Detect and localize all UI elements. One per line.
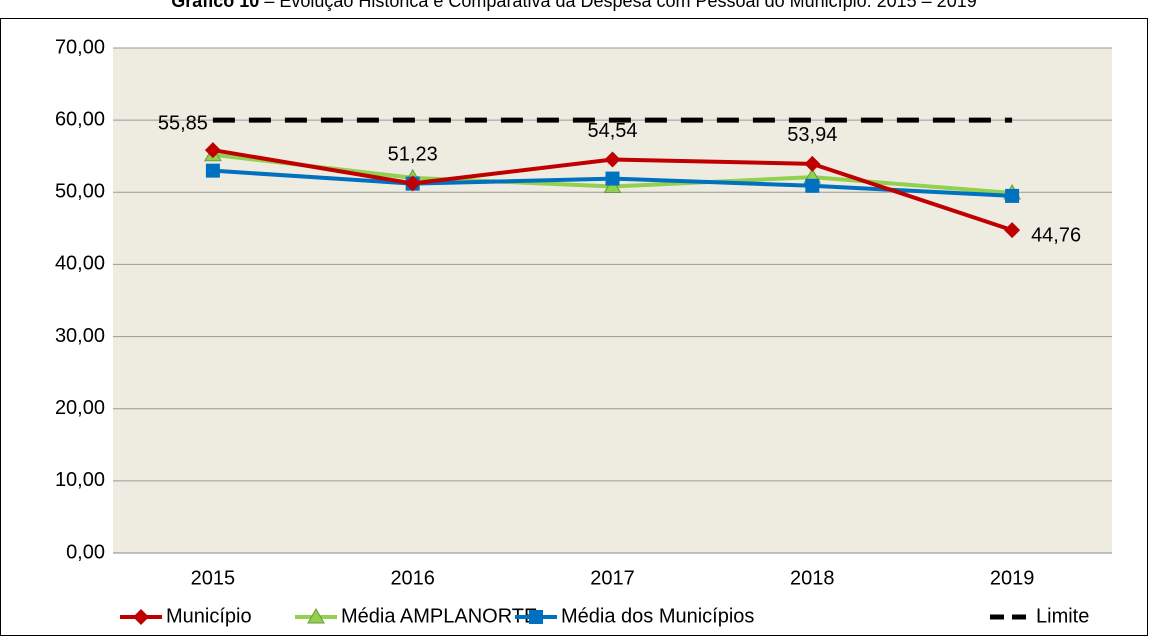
data-point [604, 151, 621, 168]
chart-title: Gráfico 10 – Evolução Histórica e Compar… [171, 0, 976, 11]
legend-label: Média dos Municípios [561, 605, 754, 627]
y-tick-label: 70,00 [55, 36, 105, 58]
legend-marker [529, 610, 543, 624]
data-point [804, 155, 821, 172]
data-point [805, 178, 820, 193]
x-tick-label: 2018 [790, 567, 835, 589]
y-tick-label: 40,00 [55, 253, 105, 275]
y-tick-label: 0,00 [66, 541, 105, 563]
y-tick-label: 30,00 [55, 325, 105, 347]
data-point [404, 175, 421, 192]
y-tick-label: 50,00 [55, 181, 105, 203]
data-point [204, 142, 221, 159]
legend-marker [307, 607, 325, 624]
title-label: Gráfico 10 [171, 0, 259, 11]
data-label: 53,94 [787, 124, 837, 146]
y-tick-label: 60,00 [55, 108, 105, 130]
data-point [1005, 188, 1020, 203]
y-tick-label: 10,00 [55, 469, 105, 491]
x-tick-label: 2019 [990, 567, 1035, 589]
x-tick-label: 2015 [191, 567, 236, 589]
x-tick-label: 2017 [590, 567, 635, 589]
legend-marker [133, 609, 149, 625]
data-label: 54,54 [587, 120, 637, 142]
title-text: – Evolução Histórica e Comparativa da De… [264, 0, 976, 11]
legend-label: Limite [1036, 605, 1089, 627]
data-label: 51,23 [388, 144, 438, 166]
x-tick-label: 2016 [390, 567, 435, 589]
data-point [205, 163, 220, 178]
y-tick-label: 20,00 [55, 397, 105, 419]
data-label: 55,85 [158, 112, 208, 134]
legend-label: Média AMPLANORTE [341, 605, 537, 627]
plot-area [113, 48, 1112, 553]
legend-label: Município [166, 605, 252, 627]
data-label: 44,76 [1031, 224, 1081, 246]
data-point [605, 171, 620, 186]
data-point [1004, 222, 1021, 239]
